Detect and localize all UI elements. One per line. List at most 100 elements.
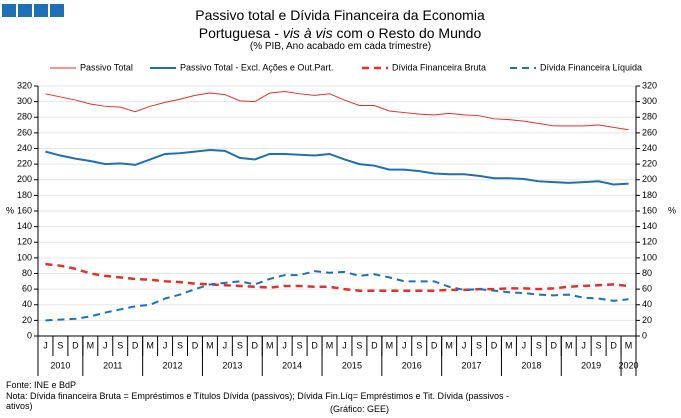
y2-tick-label: 260 [642, 127, 657, 137]
x-tick-label: D [610, 340, 617, 350]
year-label: 2017 [462, 360, 482, 370]
x-tick-label: J [342, 340, 347, 350]
x-tick-label: S [177, 340, 183, 350]
title-part: vis à vis [282, 25, 333, 41]
year-label: 2018 [521, 360, 541, 370]
year-label: 2014 [282, 360, 302, 370]
y-tick-label: 140 [17, 221, 32, 231]
y2-tick-label: 240 [642, 143, 657, 153]
note: Nota: Dívida financeira Bruta = Emprésti… [6, 391, 510, 411]
year-label: 2010 [50, 360, 70, 370]
x-tick-label: D [491, 340, 498, 350]
x-tick-label: D [371, 340, 378, 350]
y2-tick-label: 60 [642, 284, 652, 294]
y2-tick-label: 300 [642, 96, 657, 106]
chart-title: Passivo total e Dívida Financeira da Eco… [170, 6, 510, 42]
title-part: com o Resto do Mundo [332, 25, 482, 41]
series-line [45, 262, 629, 292]
legend-label: Passivo Total [80, 62, 133, 72]
x-tick-label: M [266, 340, 274, 350]
x-tick-label: M [146, 340, 154, 350]
x-tick-label: S [117, 340, 123, 350]
year-label: 2011 [103, 360, 122, 370]
x-tick-label: M [206, 340, 214, 350]
x-tick-label: M [445, 340, 453, 350]
x-tick-label: D [192, 340, 199, 350]
year-label: 2019 [581, 360, 601, 370]
y-tick-label: 280 [17, 112, 32, 122]
y-tick-label: 160 [17, 205, 32, 215]
chart: 0204060801001201401601802002202402602803… [6, 62, 676, 376]
y-tick-label: 80 [22, 268, 32, 278]
y-tick-label: 0 [27, 330, 32, 340]
y2-tick-label: 80 [642, 268, 652, 278]
y2-tick-label: 280 [642, 112, 657, 122]
x-tick-label: D [132, 340, 139, 350]
y2-tick-label: 0 [642, 330, 647, 340]
x-tick-label: S [476, 340, 482, 350]
y-tick-label: 60 [22, 284, 32, 294]
y2-tick-label: 20 [642, 315, 652, 325]
x-tick-label: J [581, 340, 586, 350]
x-tick-label: M [565, 340, 573, 350]
y-tick-label: 260 [17, 127, 32, 137]
y-tick-label: 220 [17, 159, 32, 169]
y-tick-label: 20 [22, 315, 32, 325]
series-line [45, 149, 629, 186]
x-tick-label: S [416, 340, 422, 350]
subtitle: (% PIB, Ano acabado em cada trimestre) [249, 41, 432, 52]
y2-tick-label: 140 [642, 221, 657, 231]
legend-label: Dívida Financeira Bruta [392, 62, 486, 72]
y2-tick-label: 160 [642, 205, 657, 215]
series-line [45, 270, 629, 322]
x-tick-label: S [356, 340, 362, 350]
x-tick-label: J [282, 340, 287, 350]
y-tick-label: 240 [17, 143, 32, 153]
x-tick-label: J [522, 340, 527, 350]
title-part: Passivo total e Dívida Financeira da Eco… [195, 7, 485, 41]
y2-axis-label: % [668, 205, 676, 215]
year-label: 2020 [619, 360, 639, 370]
x-tick-label: S [237, 340, 243, 350]
y2-tick-label: 100 [642, 252, 657, 262]
x-tick-label: J [402, 340, 407, 350]
y-tick-label: 40 [22, 299, 32, 309]
y-tick-label: 180 [17, 190, 32, 200]
x-tick-label: J [462, 340, 467, 350]
x-tick-label: D [252, 340, 259, 350]
y-tick-label: 120 [17, 237, 32, 247]
x-tick-label: D [431, 340, 438, 350]
x-tick-label: M [505, 340, 513, 350]
y2-tick-label: 320 [642, 80, 657, 90]
x-tick-label: D [551, 340, 558, 350]
year-label: 2013 [222, 360, 242, 370]
y-tick-label: 100 [17, 252, 32, 262]
legend-label: Passivo Total - Excl. Ações e Out.Part. [180, 62, 333, 72]
x-tick-label: J [43, 340, 48, 350]
x-tick-label: M [625, 340, 633, 350]
x-tick-label: M [326, 340, 334, 350]
series-line [45, 90, 629, 131]
y-tick-label: 300 [17, 96, 32, 106]
year-label: 2015 [342, 360, 362, 370]
y2-tick-label: 40 [642, 299, 652, 309]
x-tick-label: S [536, 340, 542, 350]
x-tick-label: M [87, 340, 95, 350]
y2-tick-label: 200 [642, 174, 657, 184]
y-tick-label: 320 [17, 80, 32, 90]
legend-label: Dívida Financeira Líquida [540, 62, 642, 72]
x-tick-label: D [72, 340, 79, 350]
y2-tick-label: 220 [642, 159, 657, 169]
y-axis-label: % [6, 205, 14, 215]
x-tick-label: J [223, 340, 228, 350]
x-tick-label: D [311, 340, 318, 350]
year-label: 2016 [402, 360, 422, 370]
x-tick-label: S [596, 340, 602, 350]
x-tick-label: S [57, 340, 63, 350]
x-tick-label: J [163, 340, 168, 350]
x-tick-label: J [103, 340, 108, 350]
y2-tick-label: 180 [642, 190, 657, 200]
x-tick-label: M [386, 340, 394, 350]
source: Fonte: INE e BdP [6, 380, 77, 390]
